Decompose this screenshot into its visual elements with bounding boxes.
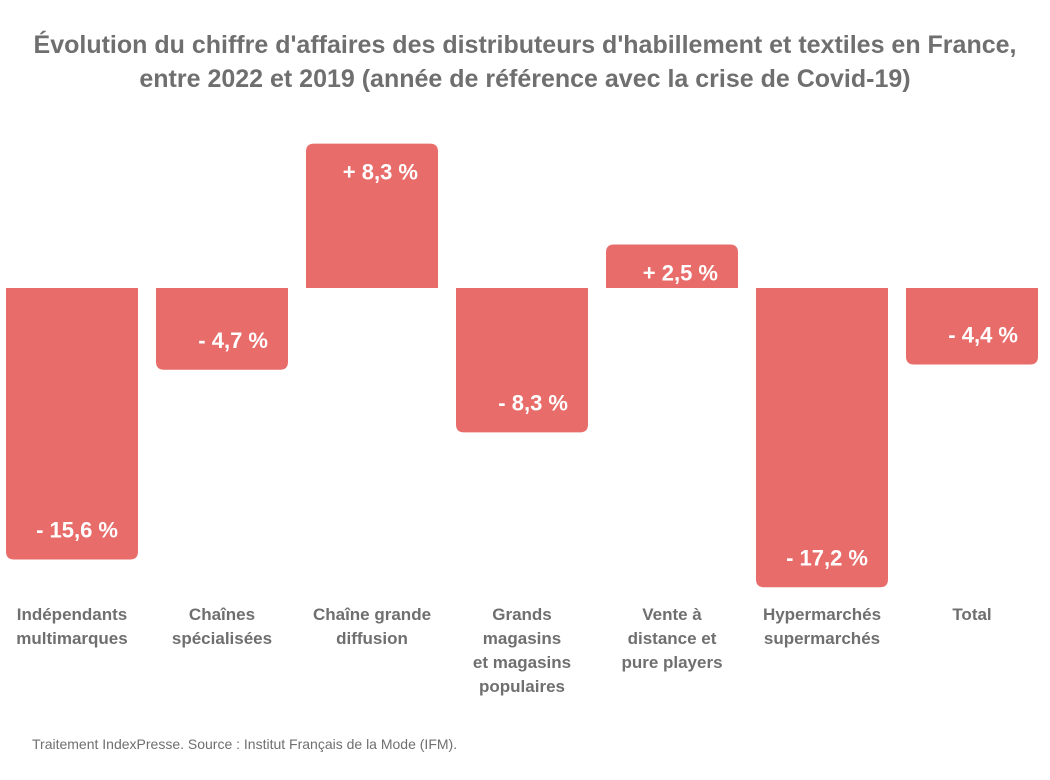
bar-value-label-4: - 8,3 % bbox=[498, 390, 568, 415]
chart-title-line-2: entre 2022 et 2019 (année de référence a… bbox=[139, 65, 911, 93]
category-label-6-line-1: Hypermarchés bbox=[763, 605, 881, 624]
category-label-6-line-2: supermarchés bbox=[764, 629, 880, 648]
chart-title-line-1: Évolution du chiffre d'affaires des dist… bbox=[33, 31, 1017, 59]
category-label-4-line-2: magasins bbox=[483, 629, 561, 648]
bar-2 bbox=[156, 288, 288, 370]
chart-title: Évolution du chiffre d'affaires des dist… bbox=[0, 28, 1050, 96]
bar-value-label-7: - 4,4 % bbox=[948, 323, 1018, 348]
category-label-5-line-3: pure players bbox=[621, 653, 722, 672]
bar-1 bbox=[6, 288, 138, 560]
category-label-7-line-1: Total bbox=[952, 605, 991, 624]
bar-3 bbox=[306, 143, 438, 288]
bar-value-label-6: - 17,2 % bbox=[786, 545, 868, 570]
source-note: Traitement IndexPresse. Source : Institu… bbox=[32, 736, 458, 752]
bar-value-label-3: + 8,3 % bbox=[343, 160, 418, 185]
category-label-4-line-3: et magasins bbox=[473, 653, 571, 672]
bar-value-label-2: - 4,7 % bbox=[198, 328, 268, 353]
category-label-5-line-2: distance et bbox=[628, 629, 717, 648]
category-label-3-line-2: diffusion bbox=[336, 629, 408, 648]
category-label-3-line-1: Chaîne grande bbox=[313, 605, 431, 624]
bar-chart: - 15,6 % Indépendants multimarques - 4,7 % C… bbox=[6, 143, 1038, 696]
bar-value-label-1: - 15,6 % bbox=[36, 517, 118, 542]
category-label-4-line-4: populaires bbox=[479, 677, 565, 696]
category-label-2-line-2: spécialisées bbox=[172, 629, 272, 648]
category-label-1-line-1: Indépendants bbox=[17, 605, 128, 624]
category-label-5-line-1: Vente à bbox=[642, 605, 702, 624]
bar-4 bbox=[456, 288, 588, 433]
category-label-2-line-1: Chaînes bbox=[189, 605, 255, 624]
category-label-1-line-2: multimarques bbox=[16, 629, 127, 648]
category-label-4-line-1: Grands bbox=[492, 605, 552, 624]
bar-6 bbox=[756, 288, 888, 588]
bar-5 bbox=[606, 244, 738, 288]
bar-value-label-5: + 2,5 % bbox=[643, 261, 718, 286]
bar-7 bbox=[906, 288, 1038, 365]
